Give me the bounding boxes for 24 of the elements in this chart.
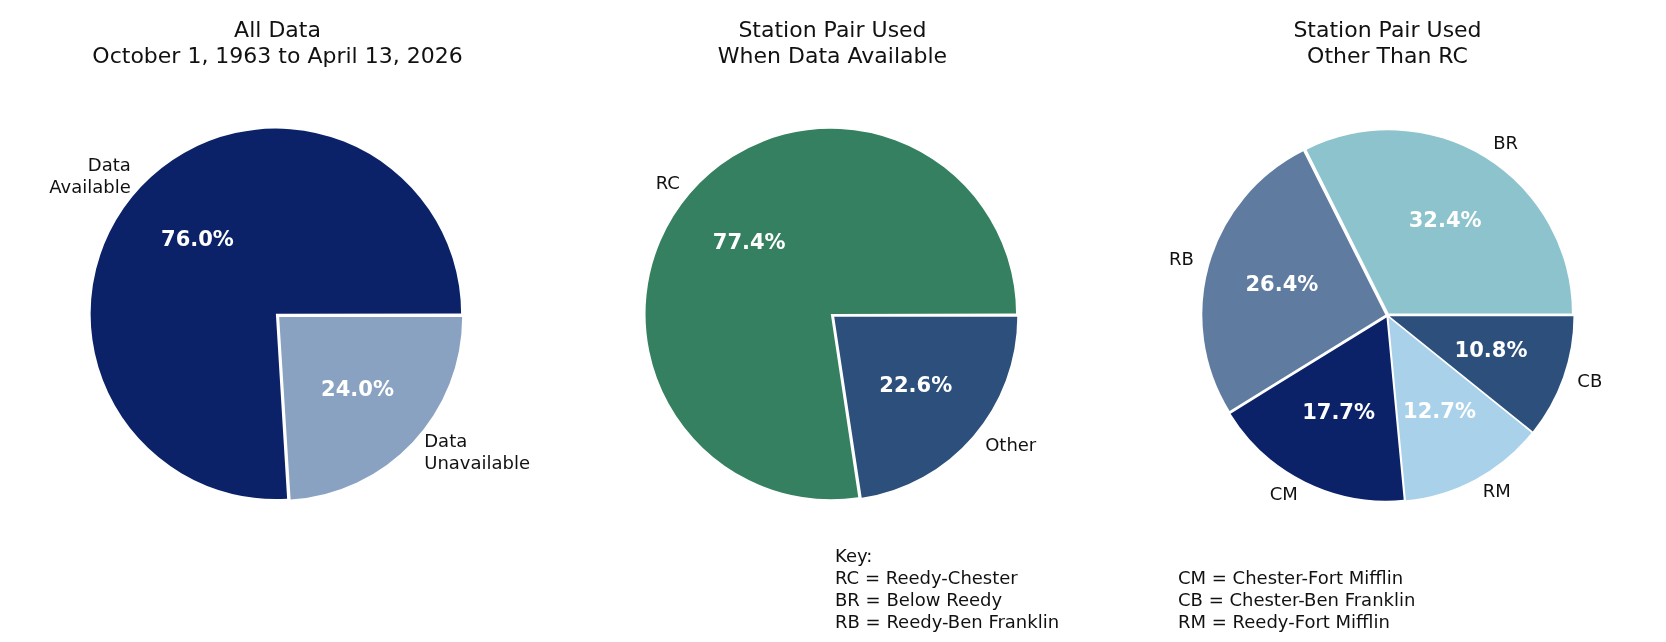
text: Key: RC = Reedy-Chester BR = Below Reedy RB = Reedy-Ben Franklin <box>835 545 1060 633</box>
slice-label: CB <box>1577 370 1603 392</box>
slice-label: RM <box>1482 480 1511 502</box>
slice-label: Other <box>985 434 1037 456</box>
data-label: 24.0% <box>321 377 394 402</box>
slice-label: Data Unavailable <box>424 429 531 473</box>
slice-label: Data Available <box>49 154 131 198</box>
data-label: 32.4% <box>1408 208 1482 233</box>
chart-title: All Data <box>234 16 321 42</box>
slice-label: RB <box>1168 248 1194 270</box>
data-label: 12.7% <box>1403 398 1476 423</box>
slice-label: BR <box>1493 131 1519 153</box>
slice-label: RC <box>655 171 680 193</box>
data-label: 26.4% <box>1245 271 1319 296</box>
chart-subtitle: October 1, 1963 to April 13, 2026 <box>92 43 463 69</box>
data-label: 76.0% <box>161 226 234 251</box>
chart-title: Station Pair Used When Data Available <box>717 16 948 69</box>
slice-label: CM <box>1269 483 1298 505</box>
data-label: 77.4% <box>712 230 786 255</box>
data-label: 17.7% <box>1302 400 1376 425</box>
text: CM = Chester-Fort Mifflin CB = Chester-Ben Franklin RM = Reedy-Fort Mifflin <box>1178 567 1416 633</box>
chart-title: Station Pair Used Other Than RC <box>1293 16 1482 69</box>
data-label: 22.6% <box>879 373 953 398</box>
data-label: 10.8% <box>1454 338 1528 363</box>
